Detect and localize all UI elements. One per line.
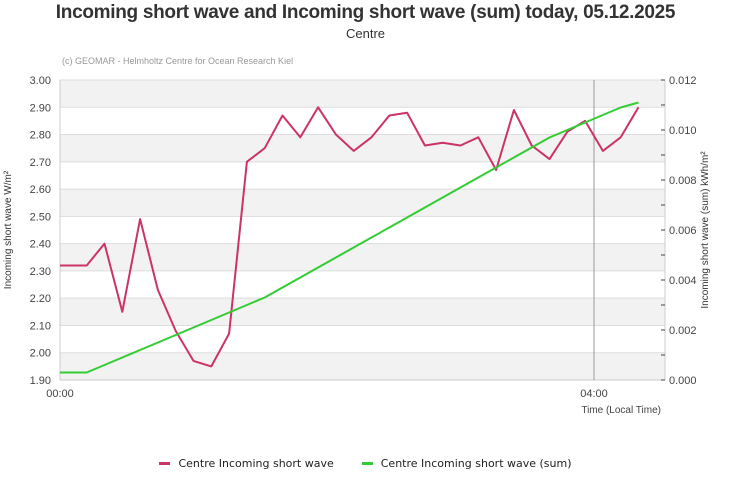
y2-tick-label: 0.004 xyxy=(669,275,697,287)
x-axis-title: Time (Local Time) xyxy=(581,405,661,416)
y-tick-label: 2.10 xyxy=(30,320,51,332)
credit-text: (c) GEOMAR - Helmholtz Centre for Ocean … xyxy=(62,56,294,66)
grid-band xyxy=(60,243,665,271)
grid-band xyxy=(60,189,665,217)
legend: Centre Incoming short wave Centre Incomi… xyxy=(0,457,731,470)
x-tick-label: 04:00 xyxy=(580,388,608,400)
legend-item-incoming-short-wave-sum[interactable]: Centre Incoming short wave (sum) xyxy=(361,457,572,470)
y-axis-title: Incoming short wave W/m² xyxy=(3,170,14,289)
y-tick-label: 2.70 xyxy=(30,157,51,169)
y-tick-label: 3.00 xyxy=(30,75,51,87)
y2-tick-label: 0.012 xyxy=(669,75,697,87)
legend-swatch-icon xyxy=(159,462,171,465)
y2-tick-label: 0.006 xyxy=(669,225,697,237)
y2-axis-title: Incoming short wave (sum) kWh/m² xyxy=(700,151,711,309)
y2-tick-label: 0.010 xyxy=(669,125,697,137)
y-tick-label: 2.40 xyxy=(30,239,51,251)
series-line-wave[interactable] xyxy=(60,106,640,368)
grid-band xyxy=(60,134,665,162)
legend-label: Centre Incoming short wave xyxy=(178,457,334,470)
y-tick-label: 2.80 xyxy=(30,130,51,142)
y-tick-label: 1.90 xyxy=(30,375,51,387)
y-tick-label: 2.20 xyxy=(30,293,51,305)
legend-item-incoming-short-wave[interactable]: Centre Incoming short wave xyxy=(159,457,334,470)
y2-tick-label: 0.002 xyxy=(669,325,697,337)
grid-band xyxy=(60,80,665,108)
grid-band xyxy=(60,352,665,380)
series-line-sum[interactable] xyxy=(60,101,639,374)
grid-band xyxy=(60,298,665,326)
legend-label: Centre Incoming short wave (sum) xyxy=(380,457,572,470)
y-tick-label: 2.00 xyxy=(30,348,51,360)
y-tick-label: 2.90 xyxy=(30,102,51,114)
y2-tick-label: 0.008 xyxy=(669,175,697,187)
y-tick-label: 2.30 xyxy=(30,266,51,278)
x-tick-label: 00:00 xyxy=(46,388,74,400)
chart-subtitle: Centre xyxy=(345,26,386,41)
chart-title: Incoming short wave and Incoming short w… xyxy=(55,2,676,23)
y2-tick-label: 0.000 xyxy=(669,375,697,387)
legend-swatch-icon xyxy=(361,462,373,465)
y-tick-label: 2.50 xyxy=(30,211,51,223)
y-tick-label: 2.60 xyxy=(30,184,51,196)
chart-plot: 1.90 2.00 2.10 2.20 2.30 2.40 2.50 2.60 2.70 2.80… xyxy=(3,75,711,416)
